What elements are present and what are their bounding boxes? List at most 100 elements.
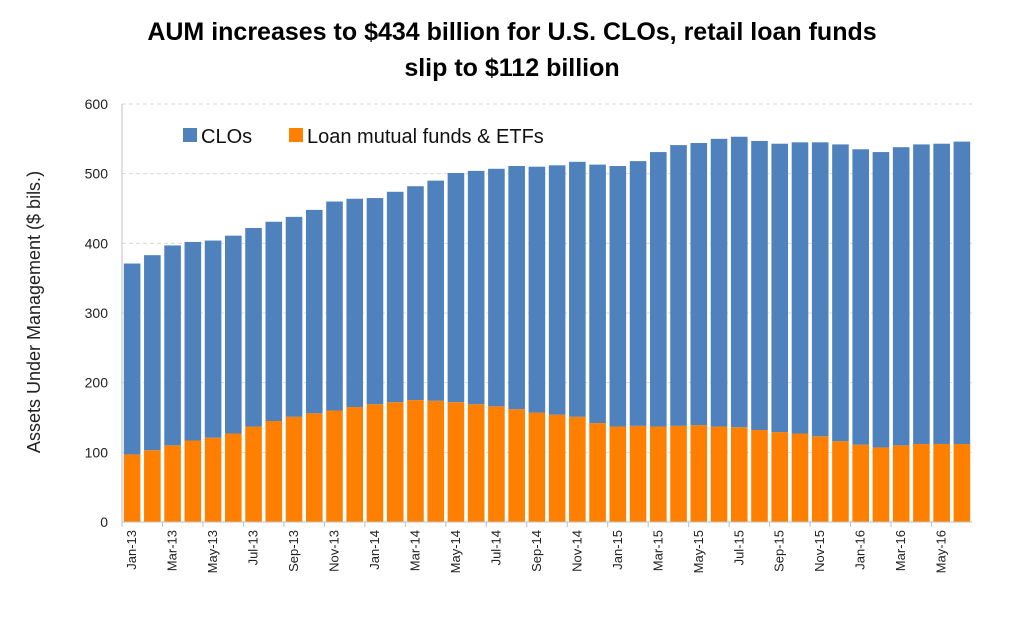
- bar-clos: [447, 172, 465, 403]
- bar-loan-funds: [528, 412, 546, 522]
- bar-clos: [670, 145, 687, 426]
- x-tick-label: May-14: [448, 530, 463, 573]
- bar-clos: [508, 166, 525, 410]
- bar-loan-funds: [913, 443, 930, 522]
- bar-clos: [467, 170, 485, 405]
- bar-loan-funds: [285, 416, 303, 522]
- x-tick-label: May-13: [205, 530, 220, 573]
- y-axis-label: Assets Under Management ($ bils.): [24, 171, 44, 453]
- bar-clos: [386, 191, 404, 403]
- bar-clos: [791, 142, 809, 434]
- y-tick-label: 0: [100, 514, 108, 530]
- bar-clos: [933, 143, 950, 444]
- bar-loan-funds: [710, 426, 728, 522]
- bar-loan-funds: [265, 420, 283, 522]
- y-tick-label: 500: [85, 166, 109, 182]
- bar-clos: [144, 255, 161, 451]
- x-tick-label: May-16: [934, 530, 949, 573]
- bar-loan-funds: [245, 426, 262, 522]
- x-tick-label: Nov-13: [327, 530, 342, 572]
- chart-title-line1: AUM increases to $434 billion for U.S. C…: [147, 18, 877, 46]
- bar-loan-funds: [447, 402, 465, 522]
- bar-loan-funds: [326, 410, 343, 522]
- bar-loan-funds: [225, 433, 242, 522]
- bar-loan-funds: [811, 436, 829, 522]
- legend-label-clos: CLOs: [201, 126, 252, 148]
- bar-clos: [771, 143, 789, 433]
- bar-clos: [892, 147, 910, 446]
- bar-loan-funds: [872, 447, 890, 522]
- bar-loan-funds: [609, 426, 627, 522]
- chart-title-line2: slip to $112 billion: [404, 54, 620, 82]
- x-tick-label: Jan-13: [124, 530, 139, 570]
- bar-loan-funds: [791, 433, 809, 522]
- bar-loan-funds: [730, 427, 748, 522]
- bar-clos: [548, 165, 566, 415]
- x-tick-label: Sep-15: [772, 530, 787, 572]
- bar-clos: [164, 245, 181, 446]
- bar-loan-funds: [305, 413, 323, 522]
- bar-clos: [123, 263, 141, 455]
- bar-clos: [488, 168, 505, 407]
- bar-loan-funds: [852, 444, 869, 522]
- x-tick-label: Nov-14: [569, 530, 584, 572]
- bar-loan-funds: [629, 425, 647, 522]
- bar-clos: [184, 241, 202, 441]
- bar-clos: [265, 221, 283, 421]
- bar-clos: [751, 140, 768, 431]
- bar-loan-funds: [386, 402, 404, 522]
- x-tick-label: Nov-15: [812, 530, 827, 572]
- legend-swatch-loan-funds: [289, 128, 303, 142]
- axes: 0 100 200 300 400 500 600 Jan-13 Mar-13 May-13 Jul…: [85, 96, 972, 573]
- chart-title: AUM increases to $434 billion for U.S. C…: [0, 14, 1024, 86]
- x-tick-label: Jul-13: [246, 530, 261, 565]
- bar-clos: [730, 136, 748, 428]
- x-tick-label: Mar-15: [650, 530, 665, 571]
- bar-loan-funds: [650, 426, 667, 522]
- x-tick-label: Mar-16: [893, 530, 908, 571]
- x-tick-label: Sep-13: [286, 530, 301, 572]
- x-tick-label: Jan-14: [367, 530, 382, 570]
- bar-loan-funds: [123, 454, 141, 522]
- bar-clos: [913, 144, 930, 444]
- x-tick-label: Jul-15: [731, 530, 746, 565]
- legend: CLOs Loan mutual funds & ETFs: [183, 126, 544, 148]
- bar-clos: [629, 161, 647, 426]
- x-tick-label: Jan-15: [610, 530, 625, 570]
- x-tick-label: Jan-16: [853, 530, 868, 570]
- x-tick-label: Jul-14: [488, 530, 503, 565]
- legend-swatch-clos: [183, 128, 197, 142]
- bar-clos: [285, 216, 303, 417]
- bar-loan-funds: [892, 445, 910, 522]
- y-tick-label: 300: [85, 305, 109, 321]
- bar-clos: [609, 166, 627, 427]
- bar-clos: [710, 138, 728, 427]
- bar-loan-funds: [933, 443, 950, 522]
- bar-clos: [811, 142, 829, 437]
- bar-clos: [589, 164, 606, 424]
- bar-clos: [305, 209, 323, 414]
- bar-clos: [569, 161, 586, 417]
- bar-loan-funds: [953, 443, 971, 522]
- bar-clos: [872, 152, 890, 448]
- bar-loan-funds: [488, 406, 505, 522]
- bar-clos: [953, 141, 971, 444]
- bar-clos: [427, 180, 444, 401]
- bar-loan-funds: [508, 409, 525, 522]
- bar-loan-funds: [204, 437, 222, 522]
- bar-loan-funds: [589, 423, 606, 522]
- bar-loan-funds: [164, 445, 181, 522]
- bar-clos: [852, 149, 869, 445]
- bar-loan-funds: [690, 425, 708, 522]
- bar-loan-funds: [366, 404, 384, 522]
- bar-loan-funds: [467, 404, 485, 522]
- bar-loan-funds: [346, 407, 364, 522]
- bar-loan-funds: [548, 414, 566, 522]
- bar-clos: [528, 166, 546, 413]
- bar-loan-funds: [751, 430, 768, 522]
- bar-clos: [366, 198, 384, 405]
- y-tick-label: 400: [85, 235, 109, 251]
- y-tick-label: 200: [85, 375, 109, 391]
- x-tick-label: Mar-14: [407, 530, 422, 571]
